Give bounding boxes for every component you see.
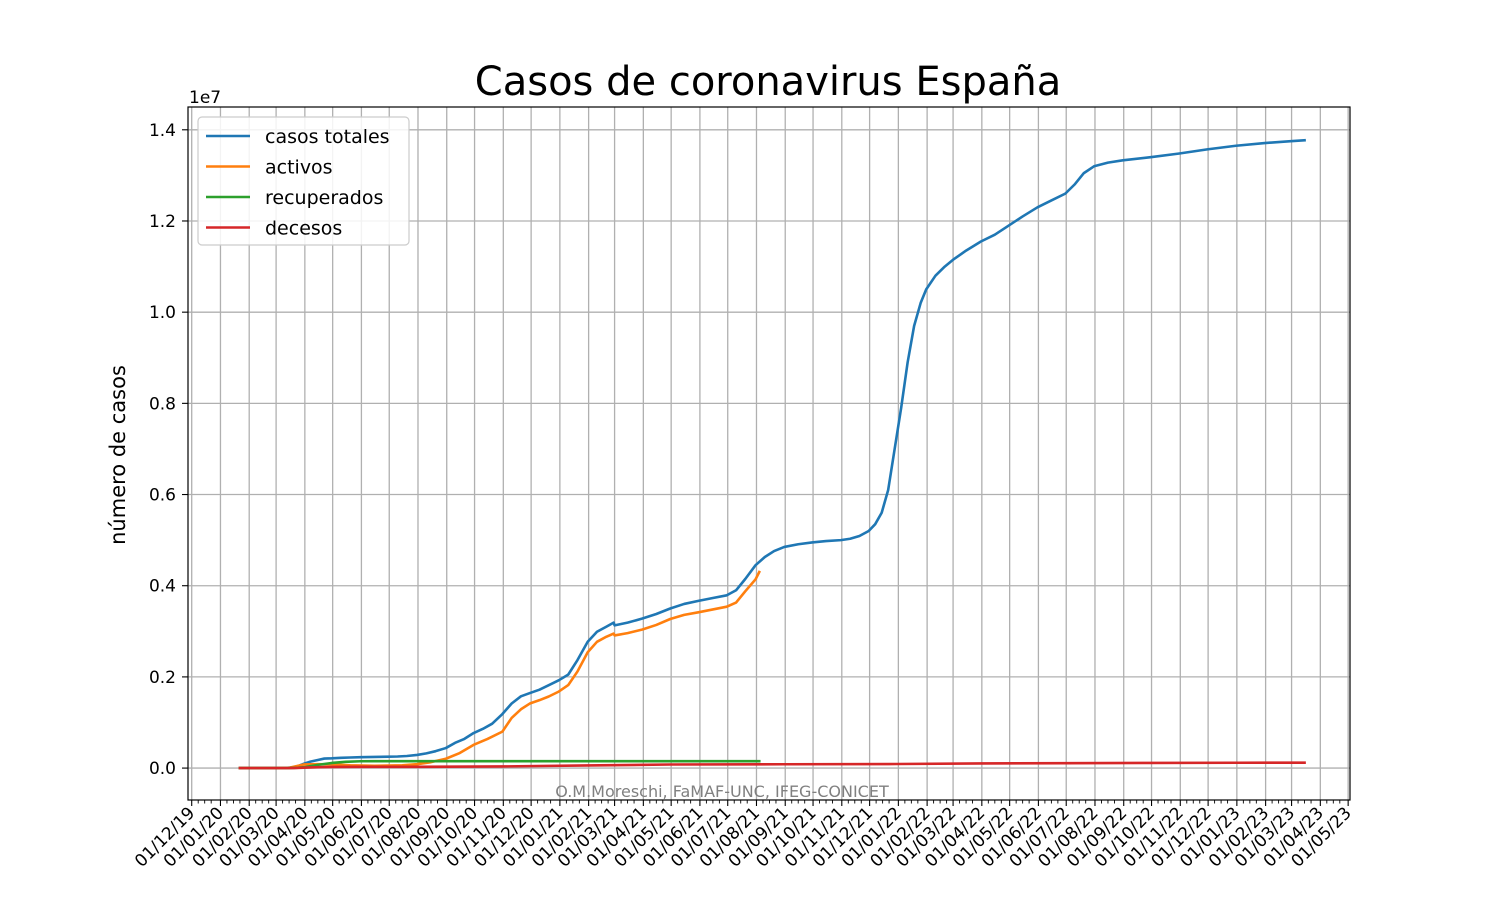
y-tick-label: 1.4	[149, 121, 176, 141]
series-group	[238, 138, 1306, 770]
y-tick-label: 1.2	[149, 212, 176, 232]
credit-text: O.M.Moreschi, FaMAF-UNC, IFEG-CONICET	[555, 782, 889, 801]
plot-frame	[187, 106, 1351, 801]
y-tick-label: 1.0	[149, 303, 176, 323]
legend-box	[197, 116, 410, 246]
y-tick-label: 0.0	[149, 759, 176, 779]
chart-title: Casos de coronavirus España	[475, 59, 1061, 105]
legend: casos totales activos recuperados decesos	[197, 116, 410, 246]
y-tick-label: 0.8	[149, 394, 176, 414]
legend-label: activos	[265, 157, 333, 179]
legend-label: recuperados	[265, 187, 383, 209]
legend-label: casos totales	[265, 126, 390, 148]
y-axis: 0.0 0.2 0.4 0.6 0.8 1.0 1.2 1.4	[149, 121, 188, 779]
legend-label: decesos	[265, 218, 342, 240]
y-tick-label: 0.2	[149, 668, 176, 688]
y-tick-label: 0.6	[149, 486, 176, 506]
series-line-casos-totales	[238, 138, 1306, 770]
series-line-decesos	[238, 761, 1306, 770]
y-tick-label: 0.4	[149, 577, 176, 597]
y-offset-label: 1e7	[189, 88, 221, 108]
y-axis-label: número de casos	[106, 365, 130, 545]
